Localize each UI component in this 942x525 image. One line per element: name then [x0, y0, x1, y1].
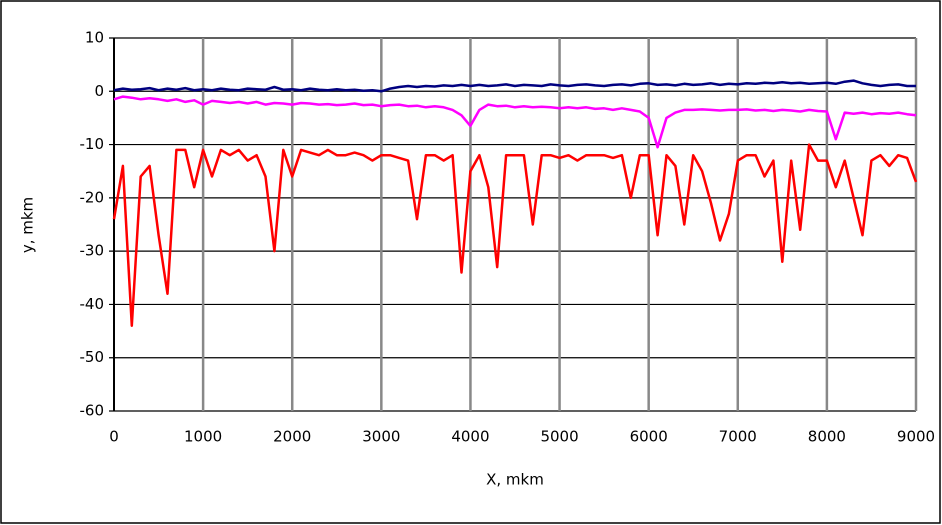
x-tick-label: 4000: [451, 428, 489, 446]
y-tick-label: -50: [80, 348, 105, 366]
data-line: [113, 79, 916, 93]
x-tick-label: 0: [109, 428, 119, 446]
x-tick-label: 6000: [630, 428, 668, 446]
x-tick-label: 2000: [273, 428, 311, 446]
x-tick-label: 8000: [808, 428, 846, 446]
y-tick-label: 10: [85, 29, 104, 47]
y-axis-label: y, mkm: [19, 197, 37, 253]
y-tick-label: -20: [80, 188, 105, 206]
data-line: [112, 143, 918, 327]
x-tick-label: 7000: [719, 428, 757, 446]
x-tick-label: 5000: [540, 428, 578, 446]
x-tick-label: 1000: [184, 428, 222, 446]
x-tick-label: 9000: [897, 428, 935, 446]
x-axis-label: X, mkm: [486, 471, 544, 489]
y-tick-label: -30: [80, 242, 105, 260]
y-tick-label: -40: [80, 295, 105, 313]
y-tick-label: -10: [80, 135, 105, 153]
data-line: [113, 95, 917, 149]
y-tick-label: -60: [80, 402, 105, 420]
y-tick-label: 0: [94, 82, 104, 100]
x-tick-label: 3000: [362, 428, 400, 446]
